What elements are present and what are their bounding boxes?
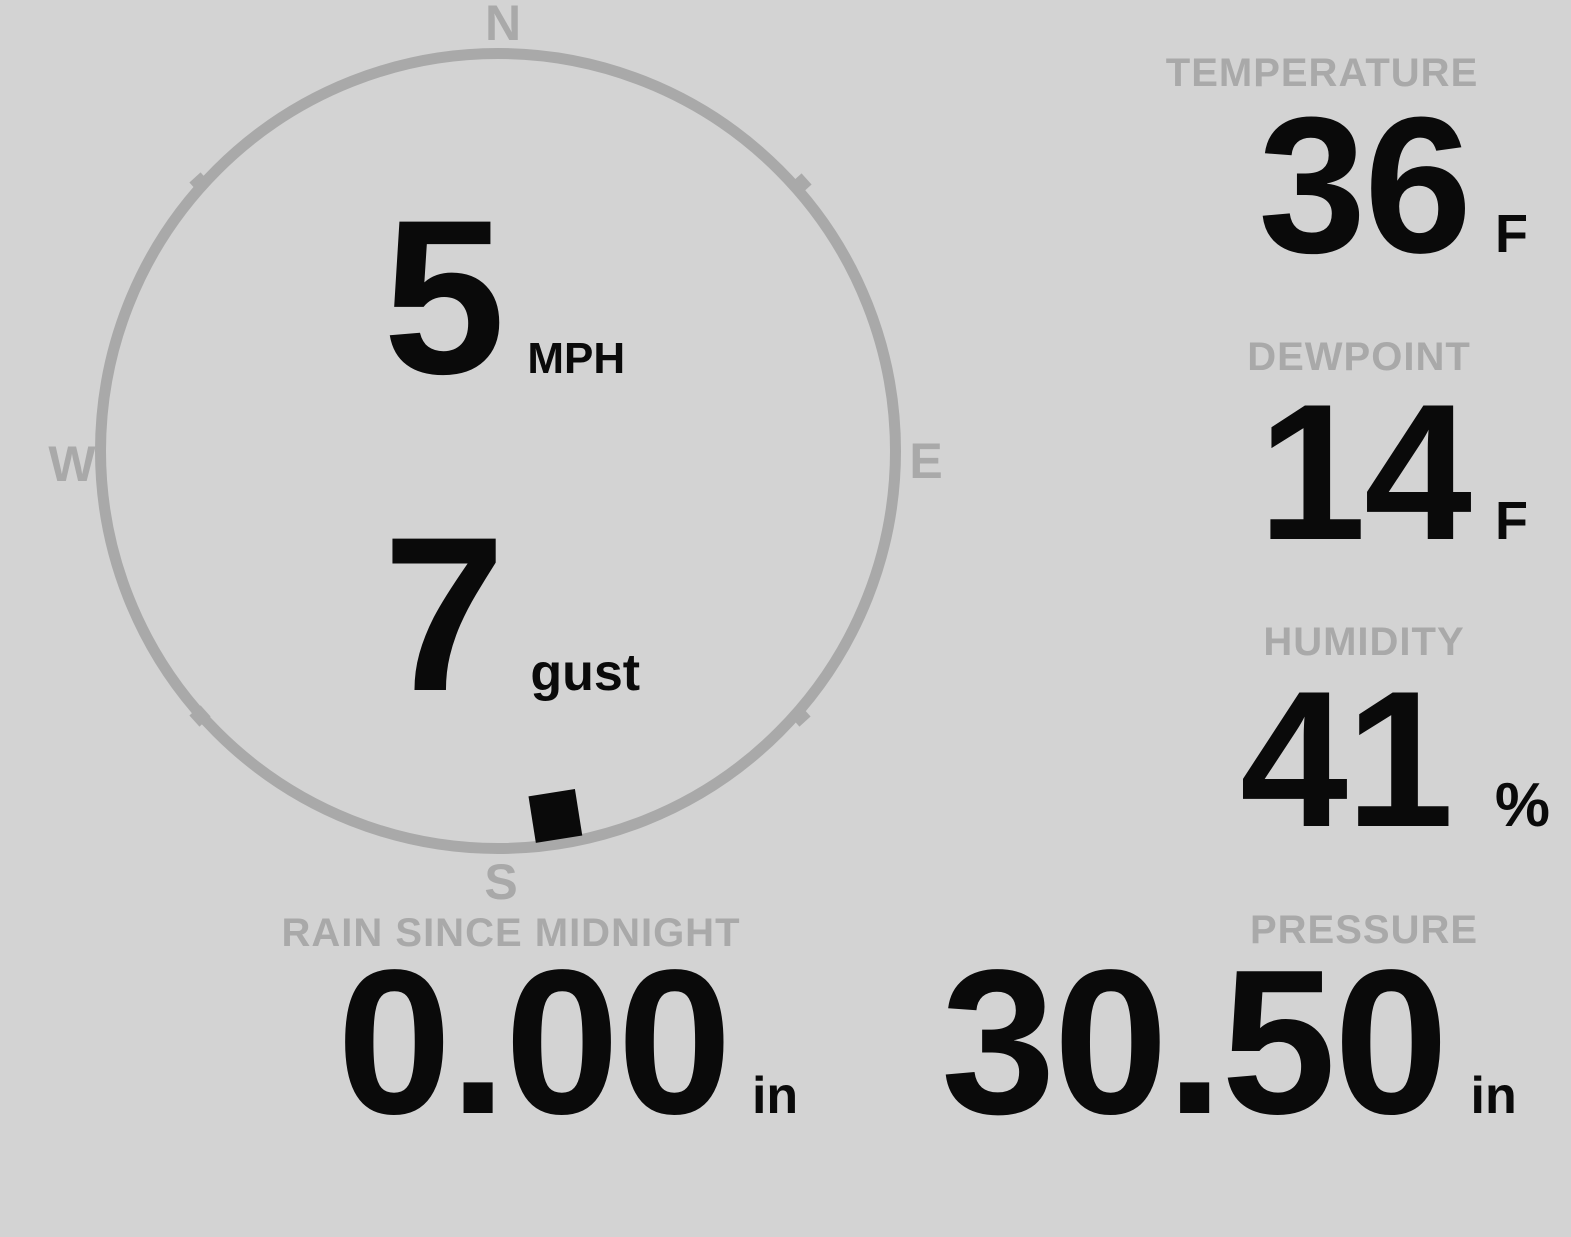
compass-south-label: S (484, 854, 518, 910)
humidity-unit: % (1494, 771, 1550, 840)
pressure-unit: in (1470, 1067, 1517, 1125)
humidity-value: 41 (1240, 651, 1454, 868)
dewpoint-label: DEWPOINT (1247, 335, 1471, 379)
wind-direction-marker (528, 789, 583, 843)
humidity-reading: 41 % (1240, 663, 1550, 857)
dewpoint-reading: 14 F (1258, 376, 1528, 570)
wind-compass-circle (95, 48, 901, 854)
wind-speed-unit: MPH (527, 334, 626, 383)
rain-since-midnight-label: RAIN SINCE MIDNIGHT (281, 911, 741, 955)
pressure-label: PRESSURE (1249, 908, 1479, 952)
humidity-label: HUMIDITY (1263, 620, 1465, 664)
rain-since-midnight-unit: in (751, 1067, 799, 1125)
wind-speed-reading: 5 MPH (383, 187, 625, 407)
temperature-label: TEMPERATURE (1165, 51, 1479, 95)
compass-east-label: E (909, 433, 943, 489)
wind-gust-value: 7 (383, 491, 505, 737)
temperature-value: 36 (1258, 77, 1472, 294)
dewpoint-value: 14 (1258, 364, 1472, 581)
rain-since-midnight-value: 0.00 (337, 927, 732, 1157)
compass-west-label: W (48, 436, 96, 492)
pressure-value: 30.50 (941, 927, 1449, 1157)
wind-gust-unit: gust (530, 644, 641, 702)
temperature-unit: F (1495, 204, 1528, 264)
compass-north-label: N (484, 0, 522, 51)
temperature-reading: 36 F (1258, 89, 1528, 283)
dewpoint-unit: F (1495, 491, 1528, 551)
wind-speed-value: 5 (383, 174, 505, 420)
wind-gust-reading: 7 gust (383, 504, 640, 724)
pressure-reading: 30.50 in (941, 939, 1517, 1145)
rain-since-midnight-reading: 0.00 in (337, 939, 798, 1145)
